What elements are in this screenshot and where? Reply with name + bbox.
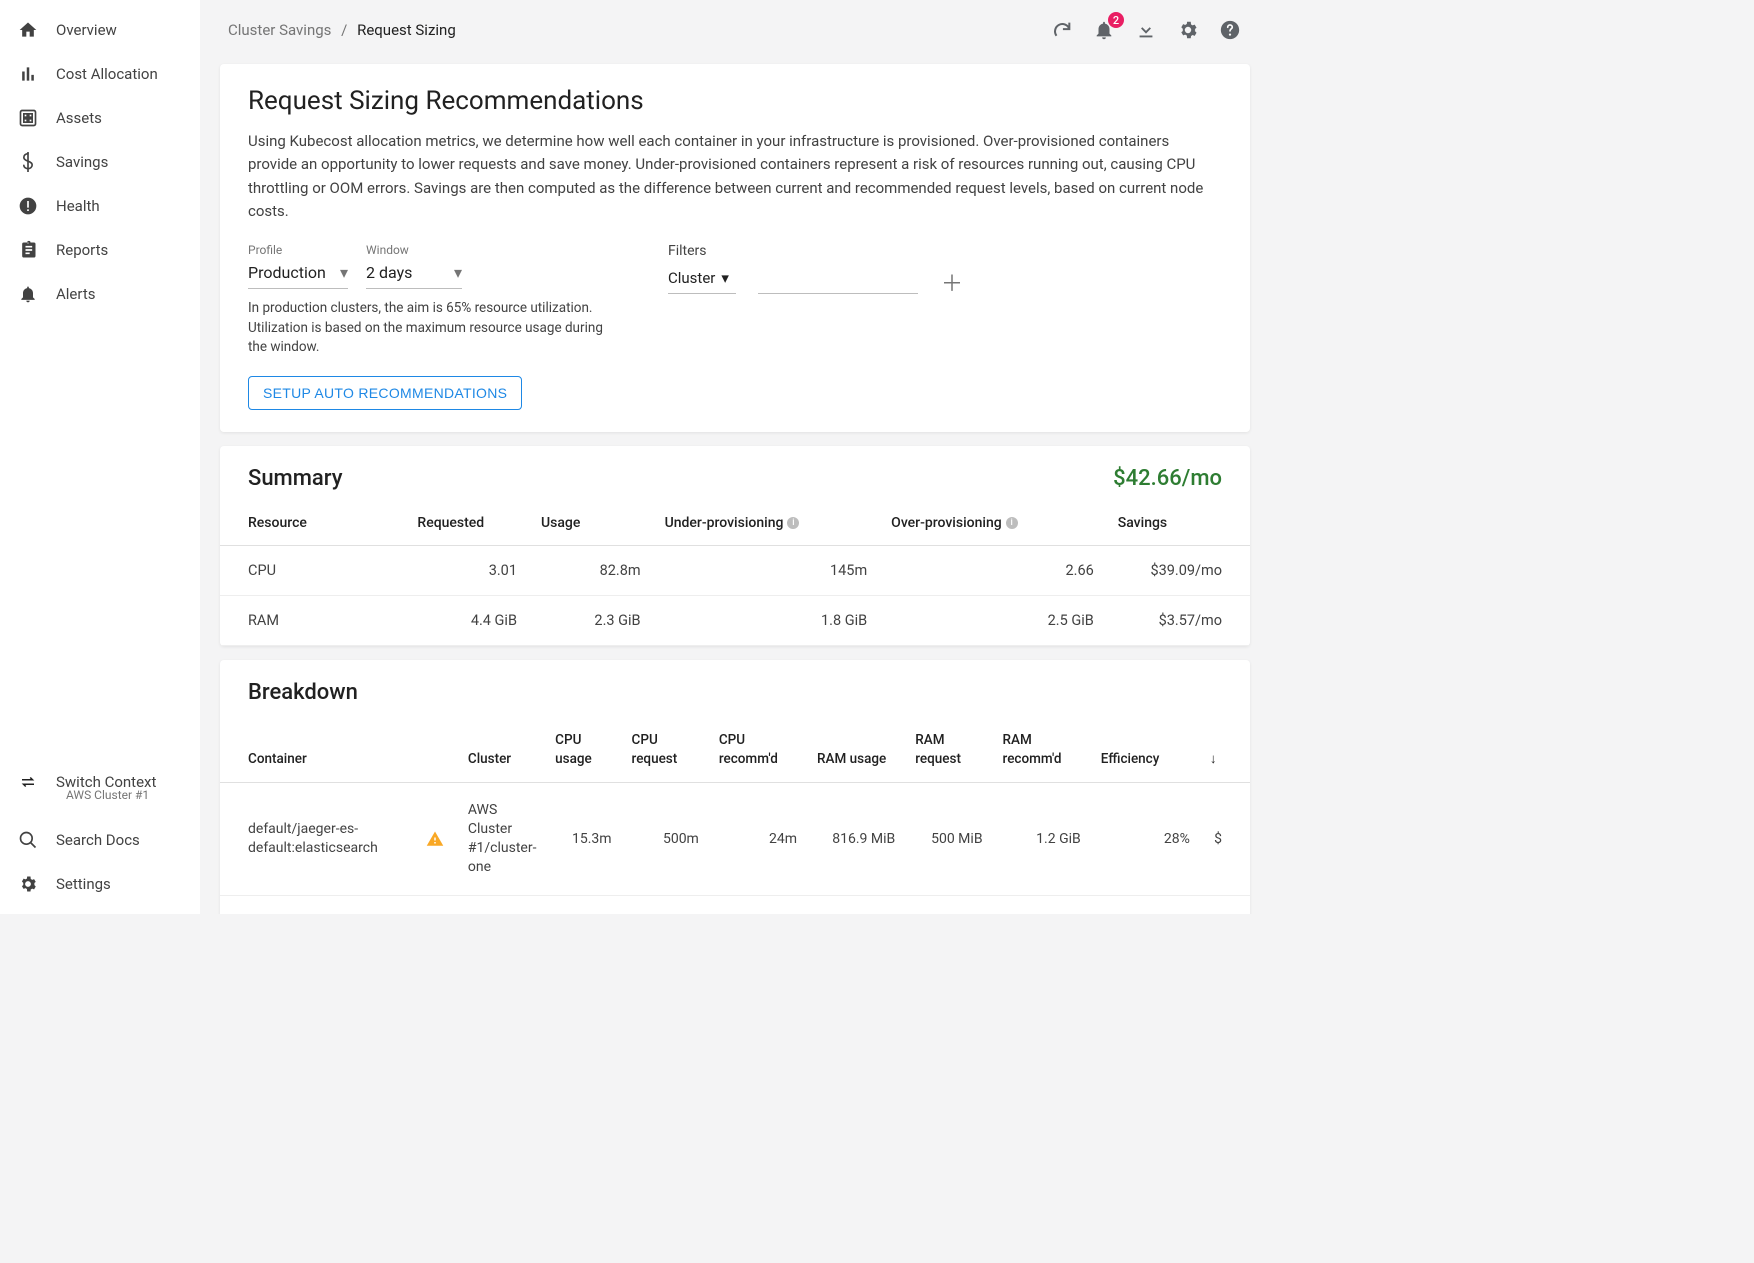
summary-col-resource: Resource	[220, 501, 405, 546]
sidebar-item-label: Savings	[56, 153, 108, 171]
context-cluster-name: AWS Cluster #1	[50, 788, 184, 812]
sidebar: Overview Cost Allocation Assets Savings …	[0, 0, 200, 914]
breakdown-col-cluster: Cluster	[458, 713, 545, 783]
profile-select[interactable]: Profile Production ▾	[248, 243, 348, 289]
sidebar-item-assets[interactable]: Assets	[0, 96, 200, 140]
breadcrumb-parent[interactable]: Cluster Savings	[228, 21, 331, 39]
swap-icon	[16, 770, 40, 794]
search-icon	[16, 828, 40, 852]
add-filter-button[interactable]: ＋	[940, 270, 964, 294]
sidebar-settings[interactable]: Settings	[0, 862, 200, 906]
summary-row: CPU3.0182.8m145m2.66$39.09/mo	[220, 545, 1250, 595]
breadcrumb-separator: /	[341, 21, 347, 39]
window-value: 2 days	[366, 263, 412, 282]
bar-chart-icon	[16, 62, 40, 86]
summary-amount: $42.66/mo	[1113, 466, 1222, 491]
notification-badge: 2	[1108, 12, 1124, 28]
setup-auto-recommendations-button[interactable]: Setup Auto Recommendations	[248, 376, 522, 410]
summary-col-requested: Requested	[405, 501, 529, 546]
breadcrumb-current: Request Sizing	[357, 21, 456, 39]
refresh-button[interactable]	[1050, 18, 1074, 42]
chevron-down-icon: ▾	[340, 263, 348, 282]
info-icon[interactable]: i	[787, 517, 799, 529]
page-title: Request Sizing Recommendations	[248, 86, 1222, 116]
topbar: Cluster Savings / Request Sizing 2	[200, 0, 1270, 50]
gear-icon	[16, 872, 40, 896]
sidebar-search-docs[interactable]: Search Docs	[0, 818, 200, 862]
sidebar-item-label: Health	[56, 197, 100, 215]
breakdown-col-ram-usage: RAM usage	[807, 713, 905, 783]
window-select[interactable]: Window 2 days ▾	[366, 243, 462, 289]
summary-card: Summary $42.66/mo Resource Requested Usa…	[220, 446, 1250, 646]
page-description: Using Kubecost allocation metrics, we de…	[248, 130, 1222, 223]
notifications-button[interactable]: 2	[1092, 18, 1116, 42]
profile-label: Profile	[248, 243, 348, 257]
sidebar-item-label: Overview	[56, 21, 117, 39]
chevron-down-icon: ▾	[721, 269, 729, 287]
sidebar-item-label: Assets	[56, 109, 102, 127]
breakdown-col-cpu-request: CPU request	[622, 713, 709, 783]
toolbar: 2	[1050, 18, 1242, 42]
main-content: Cluster Savings / Request Sizing 2 Reque…	[200, 0, 1270, 914]
help-button[interactable]	[1218, 18, 1242, 42]
summary-col-under: Under-provisioningi	[653, 501, 880, 546]
sidebar-item-label: Settings	[56, 875, 111, 893]
sidebar-item-label: Cost Allocation	[56, 65, 158, 83]
sidebar-item-cost-allocation[interactable]: Cost Allocation	[0, 52, 200, 96]
sidebar-item-label: Alerts	[56, 285, 96, 303]
info-icon[interactable]: i	[1006, 517, 1018, 529]
sidebar-item-label: Reports	[56, 241, 108, 259]
summary-col-savings: Savings	[1106, 501, 1250, 546]
summary-table: Resource Requested Usage Under-provision…	[220, 501, 1250, 646]
breakdown-row[interactable]: monitoring/nodeAWS Cluster	[220, 896, 1250, 914]
alert-circle-icon	[16, 194, 40, 218]
recommendations-card: Request Sizing Recommendations Using Kub…	[220, 64, 1250, 432]
sidebar-item-overview[interactable]: Overview	[0, 8, 200, 52]
sidebar-item-reports[interactable]: Reports	[0, 228, 200, 272]
breakdown-title: Breakdown	[248, 680, 358, 705]
sidebar-item-savings[interactable]: Savings	[0, 140, 200, 184]
clipboard-icon	[16, 238, 40, 262]
sidebar-item-health[interactable]: Health	[0, 184, 200, 228]
breakdown-col-cpu-rec: CPU recomm'd	[709, 713, 807, 783]
filter-value-input[interactable]	[758, 266, 918, 294]
summary-col-over: Over-provisioningi	[879, 501, 1106, 546]
breakdown-table: Container Cluster CPU usage CPU request …	[220, 713, 1250, 914]
breakdown-col-ram-request: RAM request	[905, 713, 992, 783]
sidebar-item-alerts[interactable]: Alerts	[0, 272, 200, 316]
breakdown-col-cpu-usage: CPU usage	[545, 713, 621, 783]
bell-icon	[16, 282, 40, 306]
grid-icon	[16, 106, 40, 130]
settings-button[interactable]	[1176, 18, 1200, 42]
profile-value: Production	[248, 263, 326, 282]
sidebar-item-label: Search Docs	[56, 831, 140, 849]
chevron-down-icon: ▾	[454, 263, 462, 282]
breakdown-card: Breakdown Container Cluster CPU usage CP…	[220, 660, 1250, 914]
summary-col-usage: Usage	[529, 501, 653, 546]
breakdown-col-container: Container	[220, 713, 416, 783]
summary-title: Summary	[248, 466, 343, 491]
home-icon	[16, 18, 40, 42]
summary-row: RAM4.4 GiB2.3 GiB1.8 GiB2.5 GiB$3.57/mo	[220, 595, 1250, 645]
download-button[interactable]	[1134, 18, 1158, 42]
sidebar-switch-context[interactable]: Switch Context AWS Cluster #1	[0, 764, 200, 818]
breadcrumb: Cluster Savings / Request Sizing	[228, 21, 456, 39]
window-label: Window	[366, 243, 462, 257]
dollar-icon	[16, 150, 40, 174]
breakdown-col-ram-rec: RAM recomm'd	[993, 713, 1091, 783]
breakdown-row[interactable]: default/jaeger-es-default:elasticsearchA…	[220, 783, 1250, 896]
filters-label: Filters	[668, 243, 964, 259]
profile-hint: In production clusters, the aim is 65% r…	[248, 299, 608, 358]
breakdown-sort-indicator[interactable]: ↓	[1200, 713, 1250, 783]
breakdown-col-efficiency[interactable]: Efficiency	[1091, 713, 1200, 783]
filter-type-select[interactable]: Cluster▾	[668, 265, 736, 294]
